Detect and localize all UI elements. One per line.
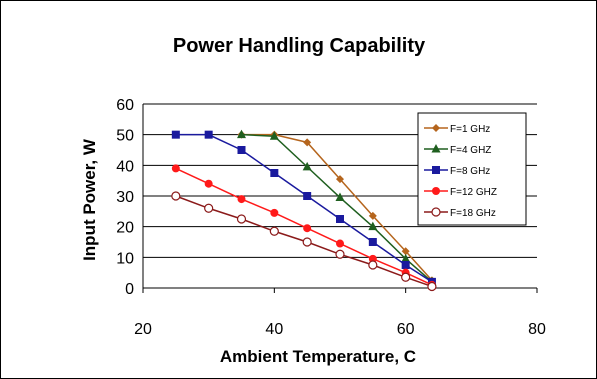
data-point [336,215,344,223]
x-axis-title: Ambient Temperature, C [220,347,416,366]
data-point [368,221,378,231]
legend-label: F=18 GHz [450,208,496,219]
data-point [368,260,378,270]
data-point [269,226,279,236]
data-point [204,179,213,188]
data-point [336,239,344,248]
series-5 [171,191,437,292]
y-tick-label: 20 [116,220,134,237]
y-tick-label: 40 [116,158,134,175]
data-point [335,192,345,202]
data-point [236,214,247,224]
legend-label: F=8 GHz [450,166,490,177]
x-tick-label: 20 [134,321,152,338]
chart-title: Power Handling Capability [173,35,426,57]
data-point [204,203,214,213]
legend-marker [432,166,440,174]
data-point [427,281,437,292]
legend-entry: F=4 GHZ [424,144,491,156]
y-tick-label: 30 [116,189,134,206]
data-point [269,131,279,140]
y-tick-label: 50 [116,128,134,145]
data-point [270,208,279,217]
data-point [237,195,246,204]
x-tick-label: 80 [528,321,546,338]
data-point [401,253,411,263]
data-point [401,247,410,256]
data-point [401,261,410,269]
legend-label: F=4 GHZ [450,145,491,156]
y-tick-label: 10 [116,250,134,267]
y-tick-label: 60 [116,97,134,114]
data-point [171,191,181,201]
legend-label: F=12 GHZ [450,187,497,198]
data-point [335,249,345,259]
legend-entry: F=8 GHz [424,166,490,177]
data-point [368,211,377,220]
x-tick-label: 60 [397,321,415,338]
data-point [171,130,180,139]
data-point [303,192,312,200]
legend-marker [432,124,440,132]
data-point [270,169,279,177]
legend-marker [431,207,441,217]
y-axis-title: Input Power, W [80,138,99,261]
data-point [204,130,213,139]
data-point [237,146,246,154]
data-point [368,238,377,246]
y-tick-label: 0 [125,281,134,298]
series-line [175,133,433,283]
legend-entry: F=12 GHZ [424,187,497,198]
legend-label: F=1 GHz [450,124,490,135]
data-point [171,164,180,173]
legend-entry: F=1 GHz [424,124,490,135]
data-point [237,129,246,139]
legend-marker [431,144,441,153]
legend-entry: F=18 GHz [424,207,496,219]
data-point [303,224,312,233]
data-point [336,175,344,184]
data-point [303,138,312,147]
data-point [401,272,411,282]
data-point [302,237,312,247]
legend-marker [432,187,440,195]
x-tick-label: 40 [265,321,283,338]
data-point [302,161,312,171]
